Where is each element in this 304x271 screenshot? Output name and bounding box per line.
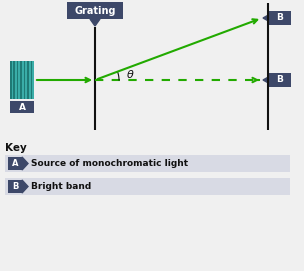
Bar: [20, 61, 22, 99]
Polygon shape: [22, 180, 28, 193]
Bar: [27, 61, 29, 99]
FancyBboxPatch shape: [10, 61, 34, 99]
Text: A: A: [19, 102, 26, 111]
FancyBboxPatch shape: [5, 155, 290, 172]
Bar: [24, 61, 25, 99]
Polygon shape: [22, 157, 28, 170]
Text: B: B: [12, 182, 18, 191]
Text: Grating: Grating: [74, 5, 116, 15]
FancyBboxPatch shape: [67, 2, 123, 19]
Text: Bright band: Bright band: [31, 182, 91, 191]
FancyBboxPatch shape: [8, 157, 22, 170]
FancyBboxPatch shape: [269, 73, 291, 87]
Text: B: B: [277, 76, 283, 85]
Text: θ: θ: [126, 70, 133, 79]
FancyBboxPatch shape: [5, 178, 290, 195]
Polygon shape: [263, 15, 269, 21]
Polygon shape: [90, 19, 100, 26]
Bar: [17, 61, 19, 99]
FancyBboxPatch shape: [10, 101, 34, 113]
FancyBboxPatch shape: [269, 11, 291, 25]
Text: Key: Key: [5, 143, 27, 153]
Text: B: B: [277, 14, 283, 22]
Bar: [31, 61, 32, 99]
Text: A: A: [12, 159, 18, 168]
Text: Source of monochromatic light: Source of monochromatic light: [31, 159, 188, 168]
Bar: [13, 61, 15, 99]
Polygon shape: [263, 77, 269, 83]
Bar: [10, 61, 12, 99]
FancyBboxPatch shape: [8, 180, 22, 193]
